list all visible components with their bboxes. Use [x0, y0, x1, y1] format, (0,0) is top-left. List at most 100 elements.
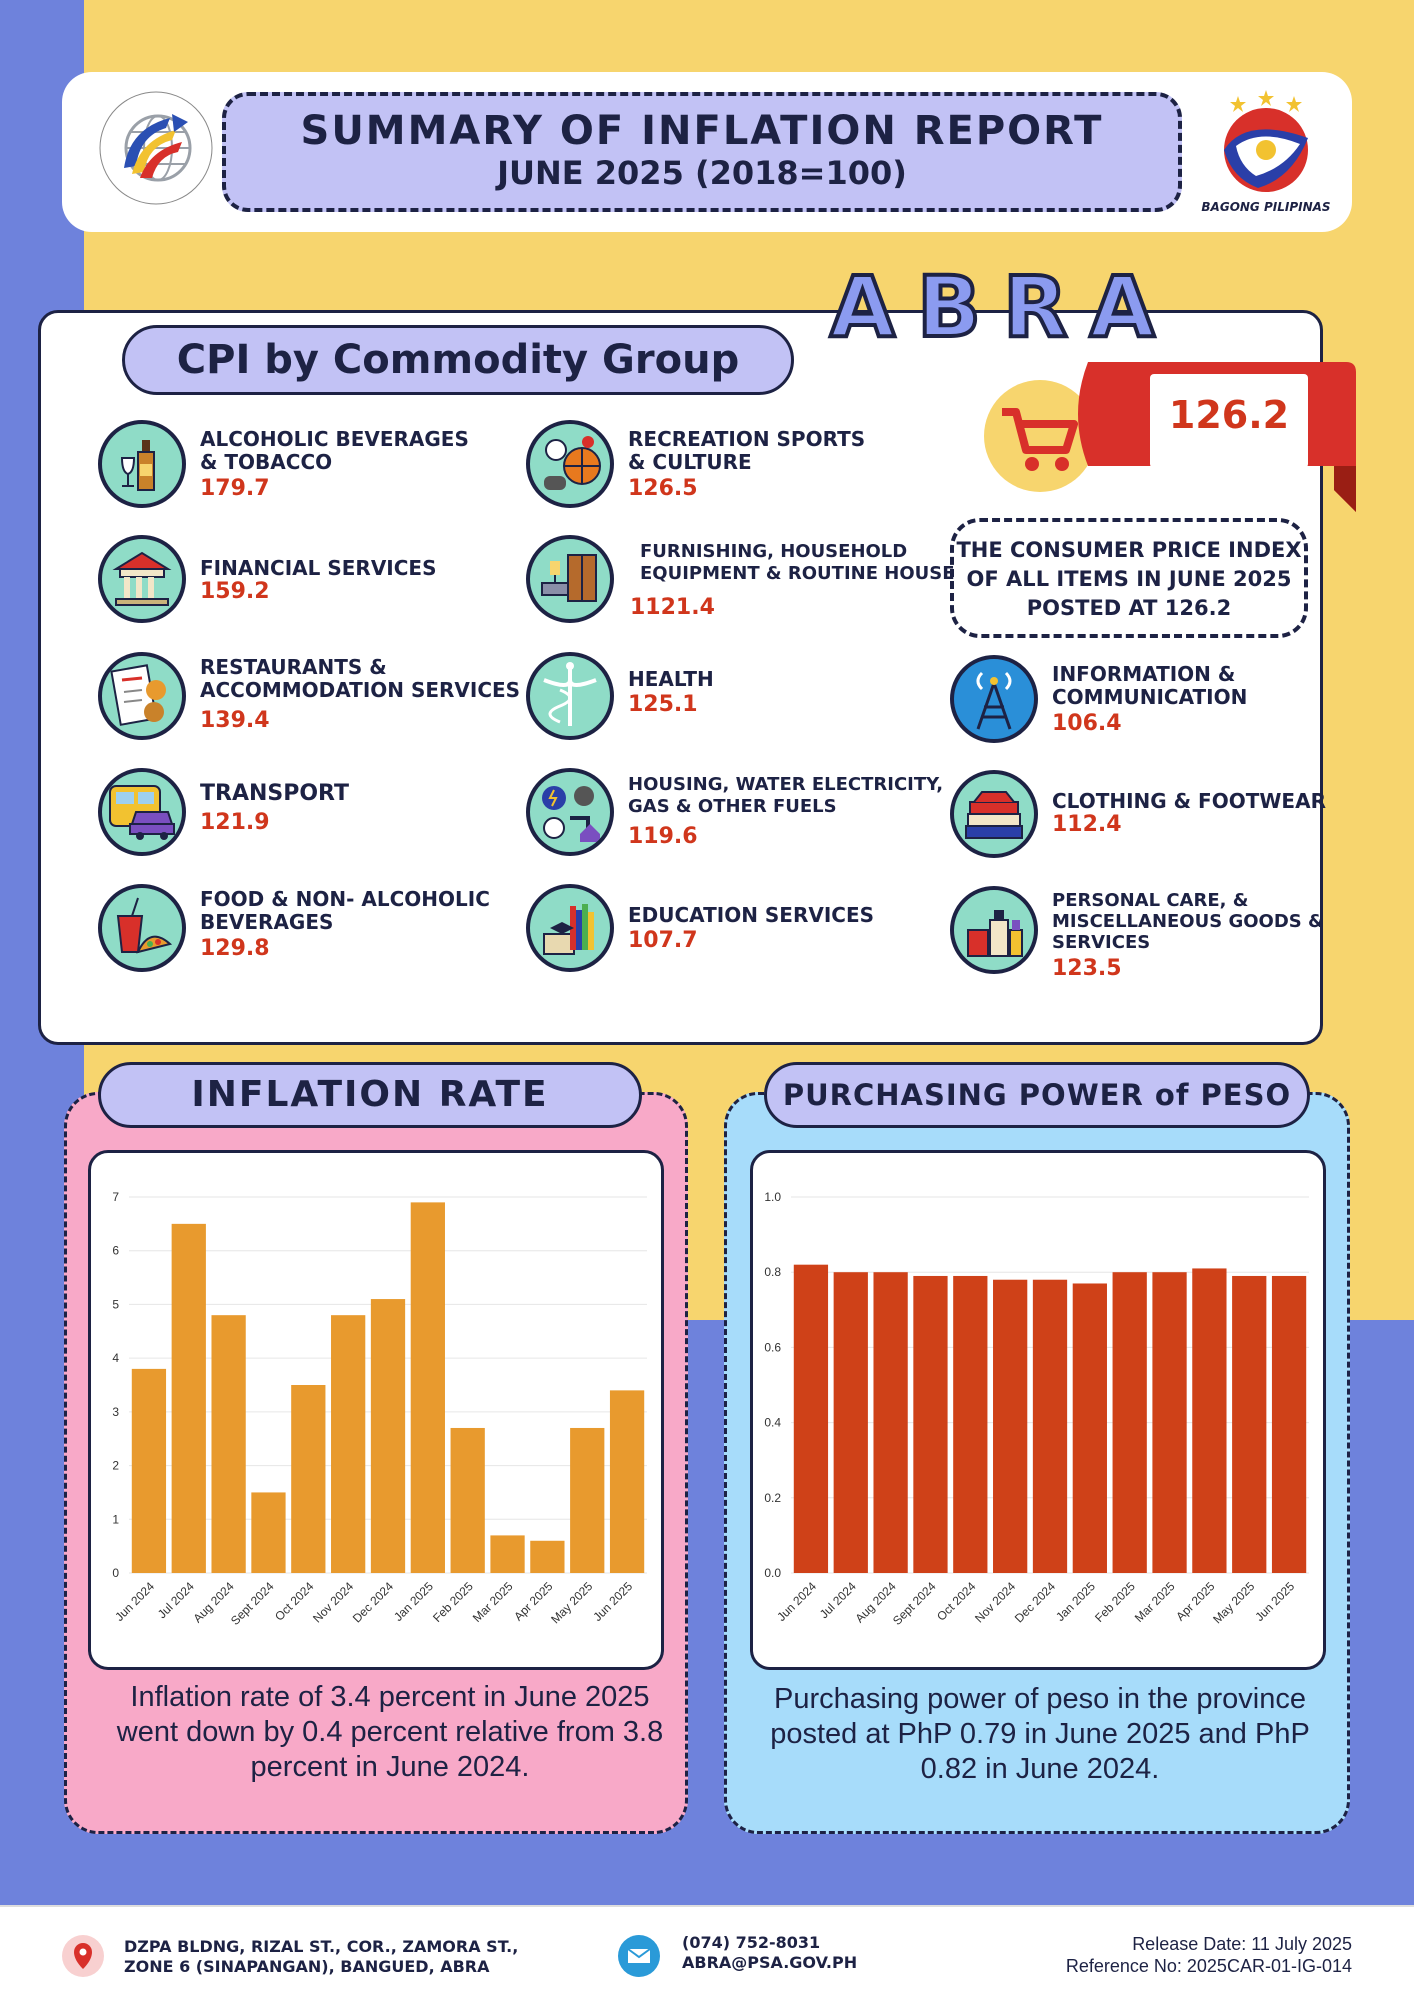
x-tick-label: Feb 2025	[1092, 1579, 1138, 1625]
page-title: SUMMARY OF INFLATION REPORT	[300, 108, 1104, 154]
x-tick-label: Dec 2024	[350, 1579, 396, 1625]
cpi-item-label: RESTAURANTS & ACCOMMODATION SERVICES	[200, 655, 521, 702]
x-tick-label: Jan 2025	[391, 1579, 436, 1624]
furniture-icon	[526, 535, 614, 623]
bar	[993, 1279, 1028, 1573]
bar	[873, 1272, 908, 1573]
x-tick-label: Mar 2025	[1132, 1579, 1178, 1625]
cpi-item-label: FINANCIAL SERVICES	[200, 556, 437, 580]
title-box: SUMMARY OF INFLATION REPORT JUNE 2025 (2…	[222, 92, 1182, 212]
cpi-item-label: ALCOHOLIC BEVERAGES & TOBACCO	[200, 427, 469, 474]
psa-logo	[96, 88, 216, 208]
cpi-item-value: 125.1	[628, 692, 698, 717]
region-title: ABRA	[828, 256, 1177, 358]
cpi-item-value: 179.7	[200, 476, 270, 501]
bar	[1271, 1275, 1307, 1573]
footer-release-info: Release Date: 11 July 2025 Reference No:…	[1066, 1933, 1352, 1977]
y-tick-label: 0.6	[764, 1340, 781, 1354]
x-tick-label: Dec 2024	[1012, 1579, 1058, 1625]
bar	[131, 1368, 167, 1573]
x-tick-label: May 2025	[548, 1579, 595, 1626]
drink-taco-icon	[98, 884, 186, 972]
footer-email[interactable]: ABRA@PSA.GOV.PH	[682, 1953, 858, 1972]
bar	[1152, 1272, 1187, 1573]
shopping-cart-icon	[1002, 408, 1078, 471]
cpi-item-label: HEALTH	[628, 667, 714, 691]
y-tick-label: 5	[112, 1297, 119, 1311]
bar	[1032, 1279, 1068, 1573]
inflation-panel-title: INFLATION RATE	[98, 1062, 642, 1128]
footer-phone: (074) 752-8031	[682, 1933, 821, 1952]
bagong-pilipinas-text: BAGONG PILIPINAS	[1201, 200, 1331, 214]
ppp-panel-title: PURCHASING POWER of PESO	[764, 1062, 1310, 1128]
x-tick-label: Jun 2024	[112, 1579, 157, 1624]
cpi-note: THE CONSUMER PRICE INDEX OF ALL ITEMS IN…	[950, 518, 1308, 638]
footer-address: DZPA BLDNG, RIZAL ST., COR., ZAMORA ST.,…	[124, 1937, 519, 1976]
y-tick-label: 3	[112, 1405, 119, 1419]
inflation-summary: Inflation rate of 3.4 percent in June 20…	[116, 1681, 664, 1783]
x-tick-label: Nov 2024	[310, 1579, 356, 1625]
x-tick-label: Sept 2024	[890, 1579, 939, 1628]
cpi-item-value: 126.5	[628, 476, 698, 501]
cpi-item-label: EDUCATION SERVICES	[628, 903, 875, 927]
ppp-chart-box: 0.0 0.2 0.4 0.6 0.8 1.0 Jun 2024 Jul 2024 Aug 20…	[750, 1150, 1326, 1670]
y-tick-label: 0.2	[764, 1491, 781, 1505]
folded-clothes-icon	[950, 770, 1038, 858]
bar	[171, 1223, 206, 1573]
cpi-item-label: HOUSING, WATER ELECTRICITY, GAS & OTHER F…	[628, 774, 944, 817]
bar	[490, 1535, 525, 1573]
cpi-item-label: FURNISHING, HOUSEHOLD EQUIPMENT & ROUTINE…	[640, 541, 955, 584]
y-tick-label: 1	[112, 1512, 119, 1526]
cpi-item-value: 1121.4	[630, 595, 715, 620]
inflation-chart-box: 0 1 2 3 4 5 6 7 Jun 2024 Jul 2024 Aug 2024 Sept 202…	[88, 1150, 664, 1670]
bar	[450, 1427, 485, 1573]
x-tick-label: Nov 2024	[972, 1579, 1018, 1625]
x-tick-label: Jun 2025	[590, 1579, 635, 1624]
x-tick-label: Jun 2024	[774, 1579, 819, 1624]
bar	[1072, 1283, 1107, 1573]
x-tick-label: Jan 2025	[1053, 1579, 1098, 1624]
ppp-summary: Purchasing power of peso in the province…	[770, 1683, 1310, 1785]
cpi-item-label: TRANSPORT	[200, 781, 350, 806]
bar	[953, 1275, 988, 1573]
cpi-value-box: 126.2	[1150, 374, 1308, 468]
y-tick-label: 2	[112, 1459, 119, 1473]
bar	[913, 1275, 948, 1573]
bus-car-icon	[98, 768, 186, 856]
y-tick-label: 4	[112, 1351, 119, 1365]
bottle-wine-icon	[98, 420, 186, 508]
y-tick-label: 0.4	[764, 1416, 781, 1430]
mail-phone-icon	[618, 1935, 660, 1977]
bar	[1232, 1275, 1267, 1573]
x-tick-label: Sept 2024	[228, 1579, 277, 1628]
footer-contact: (074) 752-8031 ABRA@PSA.GOV.PH	[682, 1933, 857, 1973]
bar	[530, 1540, 565, 1573]
x-tick-label: May 2025	[1210, 1579, 1257, 1626]
y-tick-label: 0.8	[764, 1265, 781, 1279]
bar	[570, 1427, 605, 1573]
cpi-section-title: CPI by Commodity Group	[122, 325, 794, 395]
bar	[331, 1315, 366, 1573]
cart-circle	[984, 380, 1096, 492]
cpi-item-label: FOOD & NON- ALCOHOLIC BEVERAGES	[200, 887, 490, 934]
cpi-item-value: 121.9	[200, 810, 270, 835]
cpi-item-value: 159.2	[200, 579, 270, 604]
x-tick-label: Feb 2025	[430, 1579, 476, 1625]
bar	[211, 1315, 246, 1573]
caduceus-icon	[526, 652, 614, 740]
location-pin-icon	[62, 1935, 104, 1977]
release-date: Release Date: 11 July 2025	[1132, 1934, 1352, 1954]
cosmetics-icon	[950, 886, 1038, 974]
footer: DZPA BLDNG, RIZAL ST., COR., ZAMORA ST.,…	[0, 1905, 1414, 2002]
cpi-item-value: 107.7	[628, 928, 698, 953]
antenna-tower-icon	[950, 655, 1038, 743]
bar	[410, 1202, 445, 1573]
y-tick-label: 6	[112, 1244, 119, 1258]
y-tick-label: 0.0	[764, 1566, 781, 1580]
bagong-pilipinas-logo: BAGONG PILIPINAS	[1196, 88, 1336, 214]
bar	[833, 1272, 868, 1573]
bar	[609, 1390, 645, 1573]
x-tick-label: Mar 2025	[470, 1579, 516, 1625]
